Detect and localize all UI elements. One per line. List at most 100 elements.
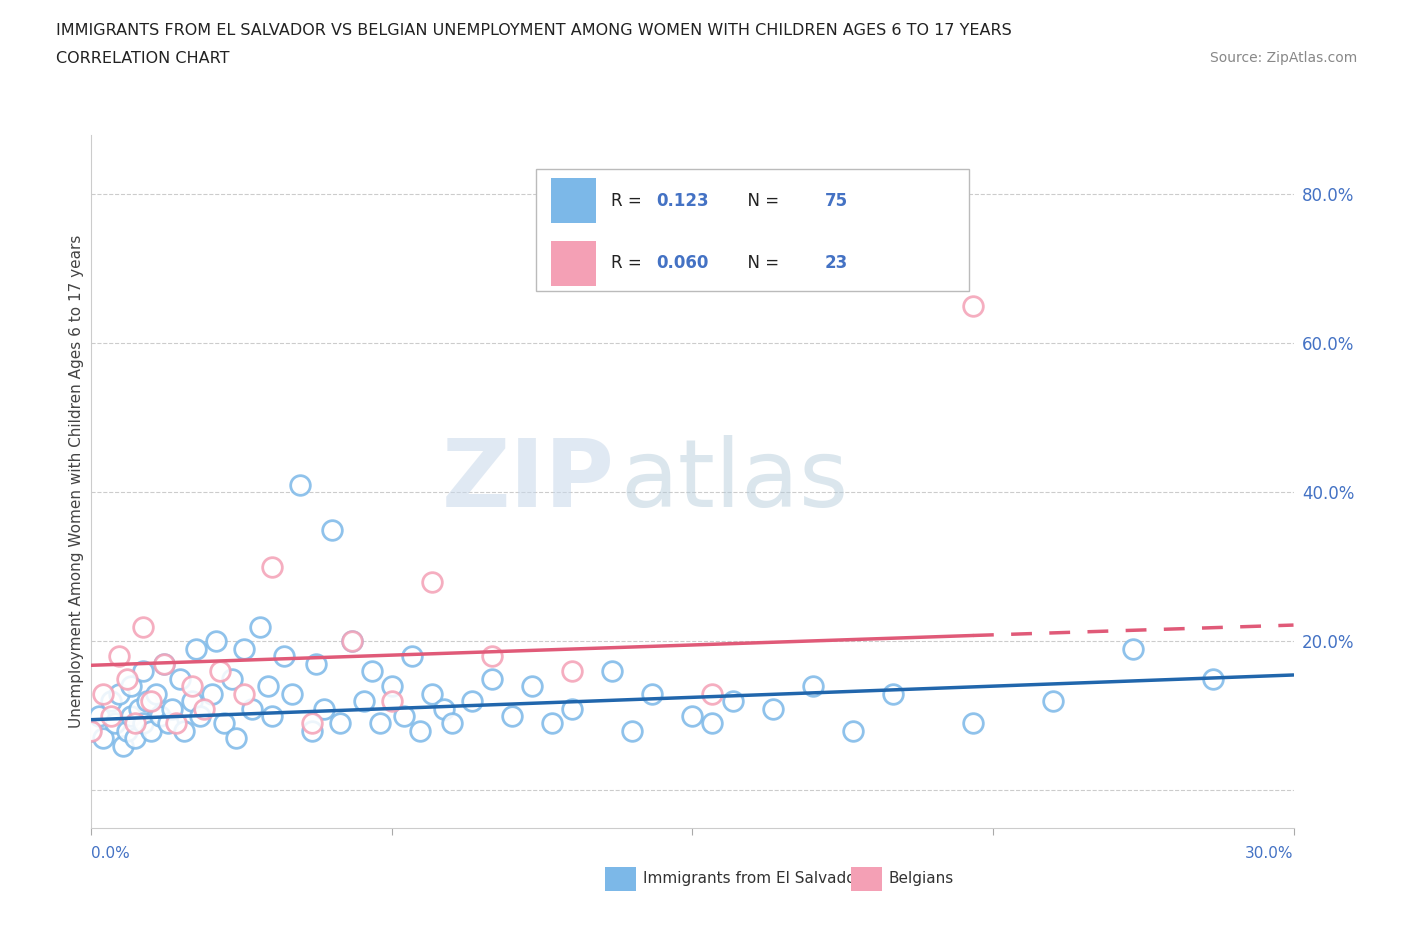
Point [256, 679, 278, 694]
Point [132, 619, 155, 634]
Point [962, 299, 984, 313]
Point [368, 716, 391, 731]
Text: 0.0%: 0.0% [91, 846, 131, 861]
Point [321, 523, 343, 538]
Point [121, 709, 143, 724]
Point [312, 701, 335, 716]
Y-axis label: Unemployment Among Women with Children Ages 6 to 17 years: Unemployment Among Women with Children A… [69, 234, 84, 728]
Point [141, 724, 163, 738]
Point [801, 679, 824, 694]
Point [522, 679, 544, 694]
Point [173, 724, 195, 738]
Point [136, 694, 159, 709]
Text: IMMIGRANTS FROM EL SALVADOR VS BELGIAN UNEMPLOYMENT AMONG WOMEN WITH CHILDREN AG: IMMIGRANTS FROM EL SALVADOR VS BELGIAN U… [56, 23, 1012, 38]
Text: 0.123: 0.123 [657, 192, 709, 209]
Text: 30.0%: 30.0% [1246, 846, 1294, 861]
Point [141, 694, 163, 709]
Point [340, 634, 363, 649]
Point [188, 709, 211, 724]
Point [305, 657, 328, 671]
Point [232, 686, 254, 701]
Point [381, 679, 404, 694]
Point [124, 716, 146, 731]
Point [180, 679, 202, 694]
Point [169, 671, 191, 686]
Point [621, 724, 644, 738]
Point [641, 686, 664, 701]
Point [121, 679, 143, 694]
Point [249, 619, 271, 634]
Point [117, 671, 139, 686]
Point [108, 686, 131, 701]
Point [481, 649, 503, 664]
Point [288, 478, 311, 493]
Point [112, 738, 135, 753]
Point [461, 694, 484, 709]
Point [108, 649, 131, 664]
Point [392, 709, 415, 724]
Point [541, 716, 564, 731]
Point [1122, 642, 1144, 657]
Point [80, 724, 103, 738]
Point [962, 716, 984, 731]
Point [1202, 671, 1225, 686]
Point [225, 731, 247, 746]
Point [602, 664, 624, 679]
Point [152, 657, 174, 671]
Text: CORRELATION CHART: CORRELATION CHART [56, 51, 229, 66]
Text: Immigrants from El Salvador: Immigrants from El Salvador [643, 871, 862, 886]
Point [721, 694, 744, 709]
Bar [551, 241, 596, 286]
Point [232, 642, 254, 657]
Point [180, 694, 202, 709]
Point [420, 575, 443, 590]
Point [281, 686, 304, 701]
Point [420, 686, 443, 701]
Point [301, 716, 323, 731]
Text: R =: R = [610, 254, 647, 272]
Text: N =: N = [737, 192, 785, 209]
Point [100, 694, 122, 709]
Point [89, 709, 111, 724]
Point [208, 664, 231, 679]
Point [273, 649, 295, 664]
Text: atlas: atlas [620, 435, 849, 527]
Point [201, 686, 224, 701]
Point [204, 634, 226, 649]
Point [882, 686, 904, 701]
Text: R =: R = [610, 192, 647, 209]
Point [260, 709, 283, 724]
Point [156, 716, 179, 731]
Point [381, 694, 404, 709]
Point [409, 724, 432, 738]
Text: Source: ZipAtlas.com: Source: ZipAtlas.com [1209, 51, 1357, 65]
Point [702, 716, 724, 731]
Point [93, 731, 115, 746]
Point [329, 716, 352, 731]
Point [681, 709, 703, 724]
Point [762, 701, 785, 716]
Point [93, 686, 115, 701]
Point [80, 724, 103, 738]
Text: ZIP: ZIP [441, 435, 614, 527]
Text: N =: N = [737, 254, 785, 272]
Point [165, 716, 187, 731]
Point [132, 664, 155, 679]
Text: 0.060: 0.060 [657, 254, 709, 272]
FancyBboxPatch shape [536, 169, 969, 291]
Point [401, 649, 423, 664]
Point [240, 701, 263, 716]
Point [128, 701, 150, 716]
Text: Belgians: Belgians [889, 871, 953, 886]
Point [561, 664, 583, 679]
Point [193, 701, 215, 716]
Point [124, 731, 146, 746]
Point [340, 634, 363, 649]
Point [360, 664, 382, 679]
Point [481, 671, 503, 686]
Point [440, 716, 463, 731]
Point [353, 694, 375, 709]
Point [100, 709, 122, 724]
Point [702, 686, 724, 701]
Point [152, 657, 174, 671]
